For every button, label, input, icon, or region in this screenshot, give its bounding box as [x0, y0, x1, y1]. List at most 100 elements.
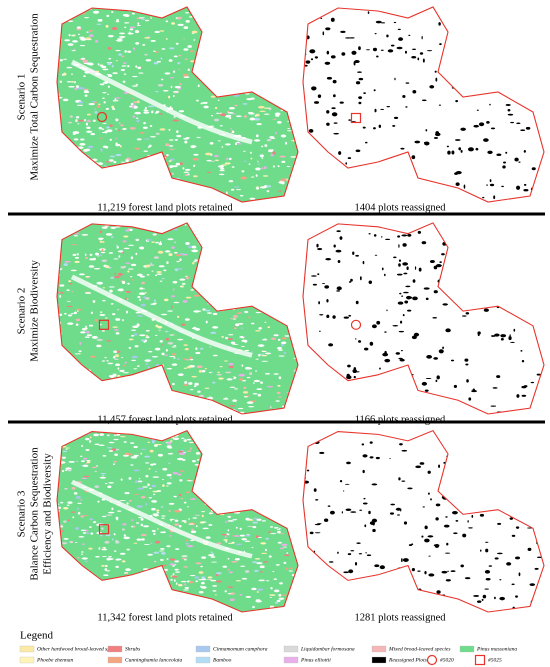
forest-patch — [287, 66, 291, 69]
forest-patch — [231, 609, 234, 611]
forest-patch — [278, 376, 282, 380]
forest-patch — [221, 48, 226, 51]
forest-patch — [259, 571, 264, 573]
forest-patch — [200, 7, 206, 11]
forest-patch — [283, 351, 287, 355]
forest-patch — [240, 346, 245, 348]
forest-patch — [213, 88, 221, 92]
forest-patch — [143, 150, 148, 152]
forest-patch — [53, 521, 55, 523]
forest-patch — [243, 205, 246, 207]
forest-patch — [72, 516, 75, 519]
forest-patch — [180, 437, 185, 440]
reassigned-patch — [511, 7, 517, 10]
forest-patch — [184, 58, 188, 60]
forest-patch — [294, 132, 298, 135]
forest-patch — [171, 346, 177, 348]
reassigned-patch — [485, 541, 489, 543]
forest-patch — [71, 1, 75, 3]
reassigned-patch — [400, 386, 406, 391]
forest-patch — [250, 273, 257, 277]
reassigned-caption: 1166 plots reassigned — [355, 414, 446, 425]
reassigned-patch — [324, 415, 327, 418]
forest-patch — [292, 75, 295, 77]
forest-patch — [227, 593, 232, 595]
forest-patch — [212, 354, 218, 357]
forest-patch — [60, 552, 65, 555]
forest-patch — [127, 282, 130, 285]
forest-patch — [214, 458, 219, 462]
forest-patch — [130, 575, 136, 578]
reassigned-patch — [481, 276, 486, 279]
forest-patch — [256, 203, 261, 204]
forest-patch — [241, 47, 246, 51]
forest-patch — [112, 313, 116, 316]
forest-patch — [250, 157, 253, 160]
forest-patch — [281, 543, 288, 547]
forest-patch — [268, 441, 274, 444]
forest-patch — [238, 36, 241, 39]
forest-patch — [193, 224, 196, 227]
forest-patch — [286, 552, 289, 554]
forest-patch — [236, 115, 242, 118]
reassigned-patch — [428, 573, 435, 577]
forest-patch — [164, 584, 168, 586]
reassigned-patch — [406, 412, 411, 414]
reassigned-patch — [350, 550, 355, 552]
forest-patch — [160, 531, 166, 534]
forest-patch — [225, 442, 232, 445]
forest-patch — [94, 108, 97, 110]
forest-patch — [106, 360, 109, 362]
forest-patch — [261, 157, 264, 159]
forest-patch — [263, 175, 269, 177]
forest-patch — [171, 575, 178, 578]
reassigned-patch — [507, 113, 514, 116]
forest-patch — [277, 165, 280, 168]
forest-patch — [245, 450, 250, 452]
forest-patch — [248, 59, 252, 62]
reassigned-patch — [360, 606, 364, 610]
forest-patch — [215, 268, 218, 271]
forest-patch — [188, 518, 190, 520]
forest-patch — [146, 390, 149, 393]
forest-patch — [217, 475, 222, 478]
marker-square — [474, 654, 486, 666]
reassigned-patch — [462, 278, 467, 280]
forest-patch — [183, 367, 187, 369]
forest-patch — [165, 20, 169, 23]
forest-patch — [138, 17, 145, 19]
forest-patch — [131, 519, 134, 522]
reassigned-patch — [363, 497, 366, 500]
forest-patch — [76, 368, 81, 371]
forest-patch — [75, 180, 79, 182]
forest-patch — [227, 529, 230, 532]
forest-patch — [153, 401, 160, 404]
forest-patch — [95, 555, 100, 558]
forest-patch — [58, 197, 64, 200]
forest-patch — [219, 478, 226, 480]
forest-patch — [94, 252, 99, 256]
forest-patch — [281, 222, 284, 225]
forest-patch — [57, 316, 58, 320]
reassigned-patch — [503, 161, 506, 164]
forest-patch — [83, 475, 90, 478]
forest-patch — [198, 369, 203, 373]
reassigned-patch — [356, 542, 361, 545]
forest-patch — [256, 591, 259, 593]
forest-patch — [243, 115, 248, 118]
forest-patch — [290, 325, 295, 328]
forest-patch — [177, 16, 182, 20]
forest-patch — [226, 73, 233, 76]
forest-patch — [119, 378, 125, 382]
forest-patch — [115, 220, 119, 222]
forest-patch — [203, 461, 206, 464]
forest-patch — [246, 401, 254, 404]
forest-patch — [52, 598, 57, 600]
reassigned-patch — [472, 388, 476, 392]
forest-patch — [205, 488, 210, 491]
forest-patch — [217, 51, 220, 54]
forest-patch — [200, 408, 204, 412]
forest-patch — [131, 334, 135, 337]
forest-patch — [184, 140, 188, 144]
reassigned-patch — [408, 10, 413, 13]
